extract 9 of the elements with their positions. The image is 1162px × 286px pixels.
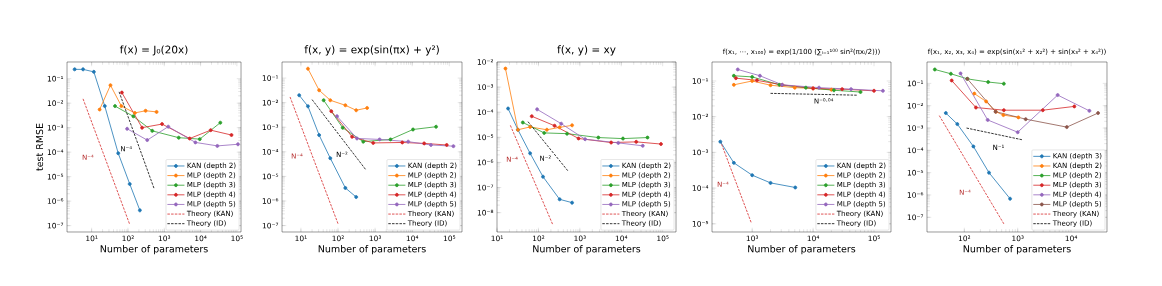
chart-title: f(x, y) = exp(sin(πx) + y²) (304, 45, 439, 56)
x-axis-title: Number of parameters (318, 245, 426, 255)
x-axis-title: Number of parameters (533, 245, 641, 255)
chart-title: f(x) = J₀(20x) (119, 45, 188, 56)
x-axis-title: Number of parameters (100, 245, 208, 255)
y-axis-title: test RMSE (35, 123, 44, 171)
x-axis-title: Number of parameters (963, 245, 1071, 255)
x-axis-title: Number of parameters (748, 245, 856, 255)
chart-title: f(x, y) = xy (557, 45, 616, 56)
